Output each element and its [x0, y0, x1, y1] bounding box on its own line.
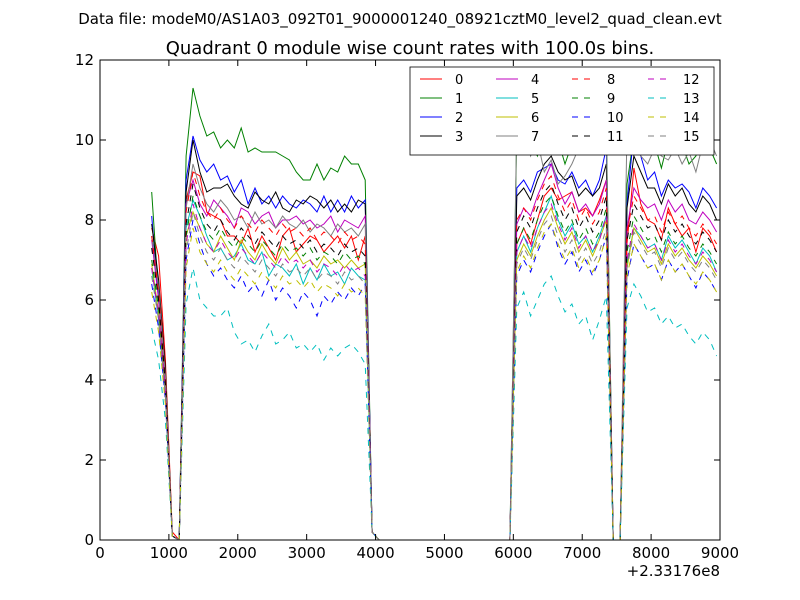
y-tick-label: 4 — [84, 371, 94, 389]
series-line-15 — [151, 211, 718, 540]
plot-area: 0 1000 2000 3000 4000 5000 6000 7000 8000 9000 0 2… — [75, 51, 739, 580]
legend-label-12: 12 — [683, 73, 700, 88]
x-axis-offset-label: +2.33176e8 — [627, 562, 720, 580]
legend-label-10: 10 — [607, 111, 624, 126]
legend-label-0: 0 — [455, 73, 463, 88]
figure-suptitle: Data file: modeM0/AS1A03_092T01_90000012… — [78, 10, 722, 29]
legend-label-4: 4 — [531, 73, 539, 88]
legend-frame — [409, 66, 715, 156]
x-tick-label: 7000 — [563, 544, 601, 562]
legend-label-7: 7 — [531, 130, 539, 145]
y-tick-label: 8 — [84, 211, 94, 229]
x-tick-label: 1000 — [150, 544, 188, 562]
x-tick-label: 5000 — [425, 544, 463, 562]
legend-label-1: 1 — [455, 92, 463, 107]
x-tick-label: 6000 — [494, 544, 532, 562]
legend-label-9: 9 — [607, 92, 615, 107]
legend-label-15: 15 — [683, 130, 700, 145]
legend-label-6: 6 — [531, 111, 539, 126]
x-axis: 0 1000 2000 3000 4000 5000 6000 7000 8000 9000 — [95, 60, 739, 562]
series-line-14 — [151, 223, 718, 540]
x-tick-label: 9000 — [701, 544, 739, 562]
y-tick-label: 10 — [75, 131, 94, 149]
series-layer — [151, 87, 718, 540]
series-line-7 — [151, 115, 718, 540]
series-line-10 — [151, 219, 718, 540]
legend-label-5: 5 — [531, 92, 539, 107]
y-tick-label: 2 — [84, 451, 94, 469]
y-tick-label: 12 — [75, 51, 94, 69]
legend-label-14: 14 — [683, 111, 700, 126]
legend-label-13: 13 — [683, 92, 700, 107]
series-line-5 — [151, 194, 718, 540]
x-tick-label: 3000 — [288, 544, 326, 562]
series-line-6 — [151, 206, 718, 540]
legend-label-11: 11 — [607, 130, 624, 145]
legend-label-8: 8 — [607, 73, 615, 88]
series-line-9 — [151, 195, 718, 540]
x-tick-label: 4000 — [356, 544, 394, 562]
x-tick-label: 0 — [95, 544, 105, 562]
chart-title: Quadrant 0 module wise count rates with … — [166, 38, 655, 59]
series-line-11 — [151, 183, 718, 540]
y-tick-label: 6 — [84, 291, 94, 309]
series-line-13 — [151, 267, 718, 540]
legend-label-3: 3 — [455, 130, 463, 145]
x-tick-label: 8000 — [632, 544, 670, 562]
y-tick-label: 0 — [84, 531, 94, 549]
legend-label-2: 2 — [455, 111, 463, 126]
series-line-4 — [151, 162, 718, 540]
x-tick-label: 2000 — [219, 544, 257, 562]
